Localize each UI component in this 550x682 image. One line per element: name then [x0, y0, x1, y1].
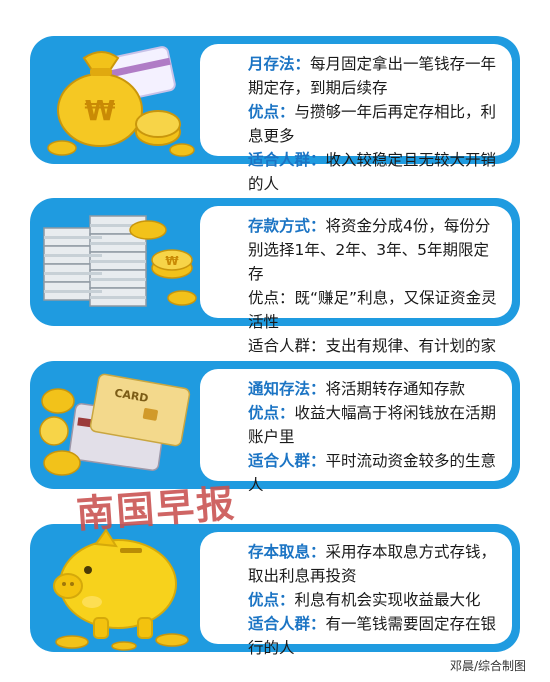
svg-text:₩: ₩ [85, 94, 116, 127]
advantage-row: 优点：收益大幅高于将闲钱放在活期账户里 [248, 404, 497, 446]
info-panel-monthly-deposit: ₩ 月存法：每月固定拿出一笔钱存一年期定存，到期后续存 优点：与攒够一年后再定存… [30, 36, 520, 193]
image-credit: 邓晨/综合制图 [449, 659, 526, 673]
newspaper-watermark: 南国早报 [74, 480, 238, 537]
bank-cards-illustration: CARD [39, 373, 191, 476]
advantage-row: 优点：利息有机会实现收益最大化 [248, 591, 481, 609]
panel-text-card: 存本取息：采用存本取息方式存钱，取出利息再投资 优点：利息有机会实现收益最大化 … [200, 532, 512, 657]
piggy-bank-illustration [53, 528, 189, 651]
info-panel-split-deposit: ₩ 存款方式：将资金分成4份，每份分别选择1年、2年、3年、5年期限定存 优点：… [30, 198, 520, 379]
advantage-row: 优点：既“赚足”利息，又保证资金灵活性 [248, 289, 497, 331]
method-row: 存本取息：采用存本取息方式存钱，取出利息再投资 [248, 543, 497, 585]
method-row: 月存法：每月固定拿出一笔钱存一年期定存，到期后续存 [248, 55, 497, 97]
panel-text-card: 通知存法：将活期转存通知存款 优点：收益大幅高于将闲钱放在活期账户里 适合人群：… [200, 369, 512, 494]
info-panel-interest-withdrawal: 存本取息：采用存本取息方式存钱，取出利息再投资 优点：利息有机会实现收益最大化 … [30, 524, 520, 657]
panel-text-card: 存款方式：将资金分成4份，每份分别选择1年、2年、3年、5年期限定存 优点：既“… [200, 206, 512, 379]
advantage-row: 优点：与攒够一年后再定存相比，利息更多 [248, 103, 497, 145]
suitable-people-row: 适合人群：有一笔钱需要固定存在银行的人 [248, 615, 497, 657]
money-bag-illustration: ₩ [47, 46, 195, 157]
method-row: 通知存法：将活期转存通知存款 [248, 380, 466, 398]
info-panel-notice-deposit: CARD 通知存法：将活期转存通知存款 优点：收益大幅高于将闲钱放在活期账户里 … [30, 361, 520, 494]
suitable-people-row: 适合人群：平时流动资金较多的生意人 [248, 452, 497, 494]
svg-text:CARD: CARD [113, 386, 149, 405]
svg-text:₩: ₩ [165, 254, 179, 268]
panel-text-card: 月存法：每月固定拿出一笔钱存一年期定存，到期后续存 优点：与攒够一年后再定存相比… [200, 44, 512, 193]
method-row: 存款方式：将资金分成4份，每份分别选择1年、2年、3年、5年期限定存 [248, 217, 491, 283]
cash-stacks-illustration: ₩ [43, 215, 197, 307]
suitable-people-row: 适合人群：收入较稳定且无较大开销的人 [248, 151, 497, 193]
